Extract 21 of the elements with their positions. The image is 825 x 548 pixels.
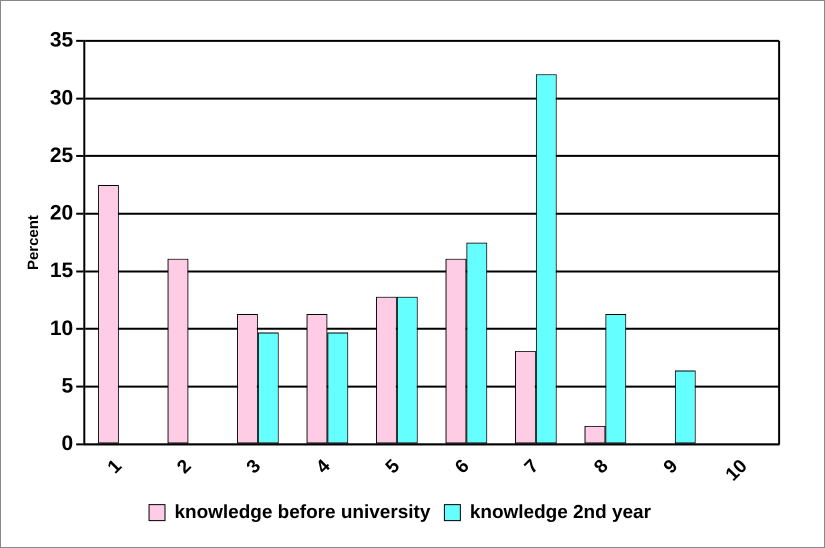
x-tick-label: 4	[312, 455, 335, 478]
y-axis-title: Percent	[25, 215, 42, 270]
x-tick-label: 2	[173, 456, 196, 478]
y-tick-label: 20	[50, 202, 74, 225]
y-tick-label: 10	[50, 316, 74, 340]
x-tick-label: 6	[451, 456, 474, 478]
x-tick-label: 10	[722, 456, 752, 486]
x-tick-label: 8	[590, 456, 613, 478]
y-tick-label: 25	[50, 144, 74, 167]
y-tick-label: 5	[62, 374, 74, 398]
x-tick-label: 5	[382, 456, 404, 478]
y-tick-label: 0	[62, 432, 74, 456]
x-tick-label: 9	[660, 456, 682, 478]
y-tick-label: 15	[50, 259, 74, 282]
y-tick-label: 30	[50, 86, 74, 110]
y-tick-label: 35	[50, 28, 74, 52]
x-tick-label: 1	[104, 456, 126, 478]
legend-label: knowledge 2nd year	[470, 502, 652, 523]
x-tick-label: 7	[520, 456, 544, 478]
legend-label: knowledge before university	[174, 502, 431, 523]
x-tick-label: 3	[242, 456, 266, 478]
